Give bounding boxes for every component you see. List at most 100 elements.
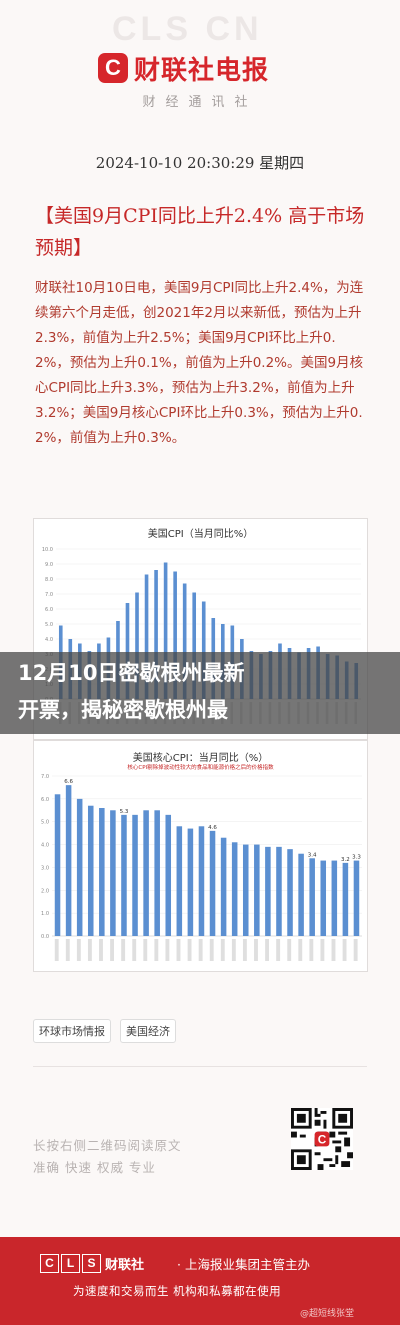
chart-bar — [265, 846, 271, 936]
chart-bar — [331, 860, 338, 936]
logo-text: 财联社电报 — [134, 55, 270, 86]
data-label: 6.6 — [64, 779, 73, 785]
divider — [33, 1066, 367, 1067]
tag-us-economy[interactable]: 美国经济 — [120, 1019, 176, 1043]
core-cpi-chart: 美国核心CPI：当月同比（%） 核心CPI剔除掉波动性较大的食品和能源价格之后的… — [33, 740, 368, 972]
chart-bar — [309, 858, 315, 936]
logo-badge: C — [98, 53, 128, 83]
chart-bar — [165, 814, 172, 936]
x-tick-label — [353, 939, 358, 961]
background-watermark: CLS CN — [112, 10, 263, 48]
chart-bar — [342, 862, 349, 936]
data-label: 5.3 — [120, 809, 129, 815]
x-tick-label — [309, 939, 314, 961]
chart-bar — [182, 583, 187, 699]
source-watermark: @超短线张堂 — [300, 1309, 355, 1319]
tick-label: 5.0 — [41, 820, 49, 826]
chart-bar — [220, 837, 227, 936]
chart-subtitle: 核心CPI剔除掉波动性较大的食品和能源价格之后的价格指数 — [127, 765, 274, 771]
overlay-line-2: 开票，揭秘密歇根州最 — [18, 698, 228, 722]
x-tick-label — [242, 939, 247, 961]
x-tick-label — [132, 939, 137, 961]
title-overlay — [0, 652, 400, 734]
tick-label: 3.0 — [41, 865, 49, 871]
chart-bar — [76, 798, 83, 936]
chart-bar — [154, 570, 158, 699]
data-label: 3.4 — [308, 852, 317, 858]
x-tick-label — [65, 939, 70, 961]
qr-code[interactable]: C — [291, 1108, 353, 1170]
x-tick-label — [87, 939, 92, 961]
chart-bar — [287, 849, 293, 936]
x-tick-label — [187, 939, 192, 961]
qr-caption: 长按右侧二维码阅读原文 — [33, 1138, 182, 1153]
tick-label: 6.0 — [45, 607, 53, 613]
x-tick-label — [276, 939, 281, 961]
x-tick-label — [154, 939, 159, 961]
chart-bar — [231, 842, 238, 936]
tick-label: 4.0 — [41, 843, 49, 849]
brand-logo: C 财联社电报 — [98, 48, 308, 88]
chart-bar — [99, 808, 105, 936]
chart-bar — [163, 562, 168, 699]
footer-banner — [0, 1237, 400, 1325]
tag-market-intel[interactable]: 环球市场情报 — [33, 1019, 111, 1043]
tick-label: 10.0 — [42, 547, 53, 553]
x-tick-label — [254, 939, 258, 961]
chart-bar — [353, 860, 360, 936]
x-tick-label — [320, 939, 325, 961]
chart-bar — [135, 592, 139, 699]
cls-logo: C L S — [40, 1254, 101, 1273]
overlay-title: 12月10日密歇根州最新 开票，揭秘密歇根州最 — [18, 655, 388, 729]
chart-bar — [242, 844, 249, 936]
tick-label: 9.0 — [45, 562, 53, 568]
chart-bar — [276, 846, 282, 936]
x-tick-label — [298, 939, 303, 961]
core-cpi-chart-plot: 0.0 1.0 2.0 3.0 4.0 5.0 6.0 7.0 6.6 5.3 4.6 3.4 3.2 3… — [41, 774, 362, 961]
footer-brand: 财联社 — [105, 1258, 145, 1273]
x-tick-label — [265, 939, 269, 961]
x-tick-label — [110, 939, 114, 961]
cls-letter: L — [61, 1254, 80, 1273]
tick-label: 7.0 — [45, 592, 53, 598]
chart-bar — [143, 810, 149, 936]
x-tick-label — [231, 939, 236, 961]
svg-text:C: C — [318, 1132, 327, 1146]
tick-label: 2.0 — [41, 888, 49, 894]
tick-label: 0.0 — [41, 934, 49, 940]
logo-subtitle: 财经通讯社 — [142, 95, 258, 110]
overlay-line-1: 12月10日密歇根州最新 — [18, 661, 245, 685]
x-tick-label — [54, 939, 59, 961]
footer-org: · 上海报业集团主管主办 — [177, 1257, 310, 1272]
chart-bar — [320, 860, 327, 936]
chart-title: 美国CPI（当月同比%） — [147, 529, 254, 540]
chart-bar — [132, 814, 138, 936]
tick-label: 5.0 — [45, 622, 53, 628]
chart-bar — [125, 603, 130, 699]
chart-bar — [144, 574, 149, 699]
x-tick-label — [76, 939, 81, 961]
article-datetime: 2024-10-10 20:30:29 星期四 — [95, 154, 305, 172]
tick-label: 4.0 — [45, 637, 53, 643]
chart-bar — [121, 814, 127, 936]
footer-slogan: 为速度和交易而生 机构和私募都在使用 — [73, 1284, 282, 1298]
chart-bar — [201, 601, 206, 699]
chart-bar — [176, 826, 183, 936]
x-tick-label — [198, 939, 203, 961]
chart-bar — [87, 805, 94, 936]
chart-bar — [192, 592, 197, 699]
chart-bar — [110, 810, 116, 936]
x-tick-label — [287, 939, 292, 961]
chart-bar — [173, 571, 177, 699]
data-label: 3.3 — [352, 855, 361, 861]
data-label: 4.6 — [208, 825, 217, 831]
chart-bar — [298, 853, 304, 936]
tick-label: 1.0 — [41, 911, 49, 917]
x-tick-label — [143, 939, 148, 961]
qr-tagline: 准确 快速 权威 专业 — [33, 1160, 156, 1175]
x-tick-label — [121, 939, 126, 961]
data-label: 3.2 — [341, 857, 350, 863]
topic-tags: 环球市场情报 美国经济 — [33, 1019, 176, 1043]
x-tick-label — [209, 939, 214, 961]
